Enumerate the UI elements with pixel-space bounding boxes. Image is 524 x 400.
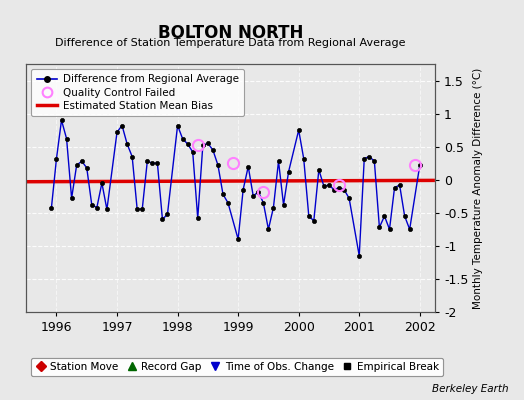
Y-axis label: Monthly Temperature Anomaly Difference (°C): Monthly Temperature Anomaly Difference (… [473,67,483,309]
Text: Difference of Station Temperature Data from Regional Average: Difference of Station Temperature Data f… [56,38,406,48]
Text: BOLTON NORTH: BOLTON NORTH [158,24,303,42]
Legend: Station Move, Record Gap, Time of Obs. Change, Empirical Break: Station Move, Record Gap, Time of Obs. C… [31,358,443,376]
Text: Berkeley Earth: Berkeley Earth [432,384,508,394]
